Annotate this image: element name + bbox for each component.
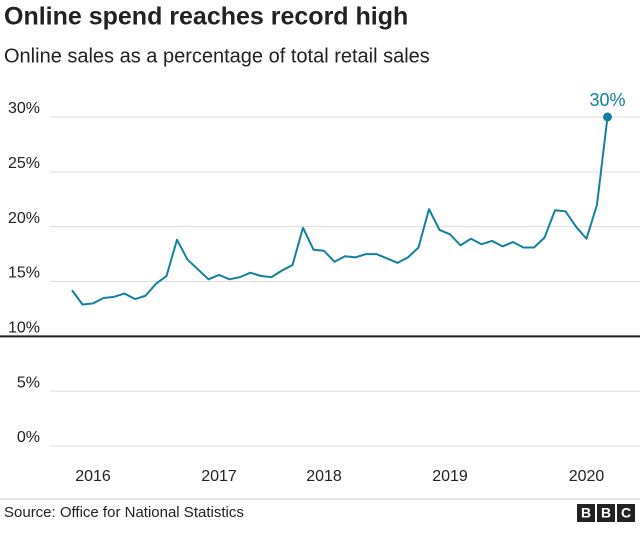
y-tick-label: 0% xyxy=(17,429,40,446)
y-tick-label: 25% xyxy=(8,155,40,172)
logo-box xyxy=(617,504,635,522)
chart-title: Online spend reaches record high xyxy=(4,3,408,31)
y-tick-label: 30% xyxy=(8,100,40,117)
x-tick-label: 2016 xyxy=(75,468,111,485)
logo-letter: B xyxy=(601,505,611,521)
logo-box xyxy=(577,504,595,522)
source: Source: Office for National Statistics xyxy=(4,504,244,521)
x-tick-label: 2018 xyxy=(306,468,342,485)
x-tick-label: 2020 xyxy=(569,468,605,485)
logo-letter: B xyxy=(581,505,591,521)
y-tick-label: 5% xyxy=(17,374,40,391)
chart-subtitle: Online sales as a percentage of total re… xyxy=(4,45,430,67)
logo-letter: C xyxy=(621,505,631,521)
x-tick-label: 2017 xyxy=(201,468,237,485)
line xyxy=(71,116,609,306)
y-tick-label: 20% xyxy=(8,210,40,227)
y-tick-label: 15% xyxy=(8,265,40,282)
point xyxy=(603,112,612,122)
data-label: 30% xyxy=(589,90,625,110)
x-tick-label: 2019 xyxy=(432,468,468,485)
y-tick-label: 10% xyxy=(8,320,40,337)
logo-box xyxy=(597,504,615,522)
